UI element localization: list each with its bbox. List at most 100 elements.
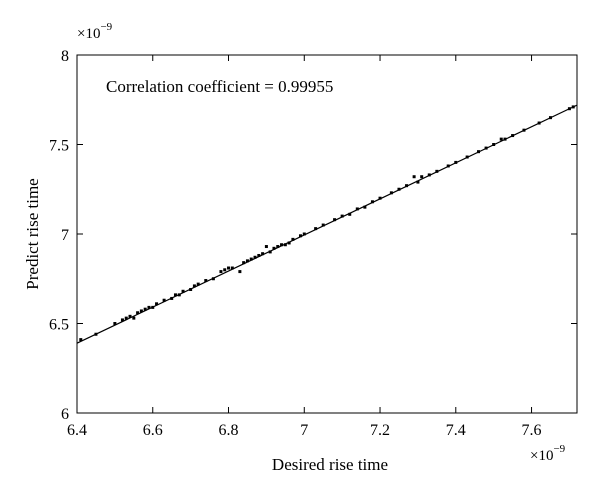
data-point bbox=[302, 232, 306, 236]
data-point bbox=[177, 293, 181, 297]
data-point bbox=[181, 289, 185, 293]
x-tick-label: 7.4 bbox=[446, 422, 466, 439]
data-point bbox=[314, 227, 318, 231]
data-point bbox=[113, 322, 117, 325]
data-point bbox=[192, 284, 196, 288]
data-point bbox=[355, 207, 359, 211]
y-axis-ticks: 6 6.5 7 7.5 8 bbox=[49, 48, 577, 423]
data-point bbox=[94, 332, 98, 336]
y-exponent-base: ×10 bbox=[77, 26, 100, 42]
data-point bbox=[272, 246, 276, 250]
x-axis-label: Desired rise time bbox=[272, 455, 388, 474]
data-points bbox=[79, 105, 575, 342]
data-point bbox=[268, 250, 272, 254]
data-point bbox=[370, 200, 374, 204]
data-point bbox=[245, 259, 249, 263]
x-exponent-base: ×10 bbox=[530, 448, 553, 464]
data-point bbox=[120, 318, 124, 322]
data-point bbox=[298, 234, 302, 238]
data-point bbox=[196, 282, 200, 286]
x-tick-label: 7.2 bbox=[370, 422, 390, 439]
data-point bbox=[397, 187, 401, 191]
data-point bbox=[389, 191, 393, 195]
x-exponent-power: −9 bbox=[553, 443, 565, 455]
data-point bbox=[249, 257, 253, 261]
y-tick-label: 6 bbox=[61, 406, 69, 423]
data-point bbox=[173, 293, 177, 297]
data-point bbox=[162, 298, 166, 302]
data-point bbox=[537, 121, 541, 125]
data-point bbox=[492, 143, 496, 146]
data-point bbox=[378, 196, 382, 200]
data-point bbox=[189, 287, 193, 291]
data-point bbox=[340, 214, 344, 218]
data-point bbox=[238, 270, 242, 274]
data-point bbox=[242, 261, 246, 265]
data-point bbox=[412, 175, 416, 179]
data-point bbox=[287, 241, 291, 245]
data-point bbox=[253, 255, 257, 259]
x-tick-label: 6.6 bbox=[143, 422, 163, 439]
data-point bbox=[139, 309, 143, 313]
data-point bbox=[454, 160, 458, 164]
data-point bbox=[151, 305, 155, 309]
data-point bbox=[291, 237, 295, 241]
data-point bbox=[571, 105, 575, 109]
data-point bbox=[155, 302, 159, 306]
data-point bbox=[204, 279, 208, 283]
correlation-annotation: Correlation coefficient = 0.99955 bbox=[106, 77, 333, 96]
data-point bbox=[283, 243, 287, 247]
data-point bbox=[416, 180, 420, 184]
data-point bbox=[280, 243, 284, 247]
data-point bbox=[522, 128, 526, 132]
data-point bbox=[128, 314, 132, 318]
data-point bbox=[170, 296, 174, 300]
data-point bbox=[227, 266, 231, 270]
data-point bbox=[230, 266, 234, 270]
data-point bbox=[223, 268, 227, 272]
data-point bbox=[321, 223, 325, 227]
y-tick-label: 8 bbox=[61, 48, 69, 65]
plot-frame bbox=[76, 54, 578, 414]
x-tick-label: 6.4 bbox=[67, 422, 87, 439]
data-point bbox=[548, 116, 552, 120]
y-axis-label: Predict rise time bbox=[23, 178, 42, 289]
x-axis-ticks: 6.4 6.6 6.8 7 7.2 7.4 7.6 bbox=[67, 55, 542, 439]
data-point bbox=[143, 307, 147, 311]
data-point bbox=[503, 137, 507, 141]
x-axis-exponent: ×10−9 bbox=[530, 443, 566, 464]
data-point bbox=[435, 169, 439, 173]
data-point bbox=[567, 107, 571, 111]
data-point bbox=[136, 311, 140, 315]
data-point bbox=[499, 137, 503, 141]
data-point bbox=[211, 277, 215, 281]
data-point bbox=[132, 316, 136, 320]
data-point bbox=[465, 155, 469, 159]
y-tick-label: 7 bbox=[61, 227, 69, 244]
data-point bbox=[405, 184, 409, 188]
x-tick-label: 7.6 bbox=[522, 422, 542, 439]
y-tick-label: 6.5 bbox=[49, 317, 69, 334]
data-point bbox=[420, 175, 424, 179]
data-point bbox=[264, 245, 268, 249]
x-tick-label: 6.8 bbox=[219, 422, 239, 439]
data-point bbox=[511, 134, 515, 138]
y-exponent-power: −9 bbox=[100, 21, 112, 33]
data-point bbox=[261, 252, 265, 256]
data-point bbox=[219, 270, 223, 274]
data-point bbox=[79, 338, 83, 342]
x-tick-label: 7 bbox=[300, 422, 308, 439]
data-point bbox=[276, 245, 280, 249]
data-point bbox=[484, 146, 488, 150]
data-point bbox=[427, 173, 431, 177]
data-point bbox=[124, 316, 128, 320]
data-point bbox=[477, 150, 481, 154]
y-axis-exponent: ×10−9 bbox=[77, 21, 113, 42]
data-point bbox=[363, 205, 367, 209]
y-tick-label: 7.5 bbox=[49, 138, 69, 155]
data-point bbox=[333, 218, 337, 222]
data-point bbox=[348, 212, 352, 216]
data-point bbox=[257, 253, 261, 257]
data-point bbox=[147, 305, 151, 309]
